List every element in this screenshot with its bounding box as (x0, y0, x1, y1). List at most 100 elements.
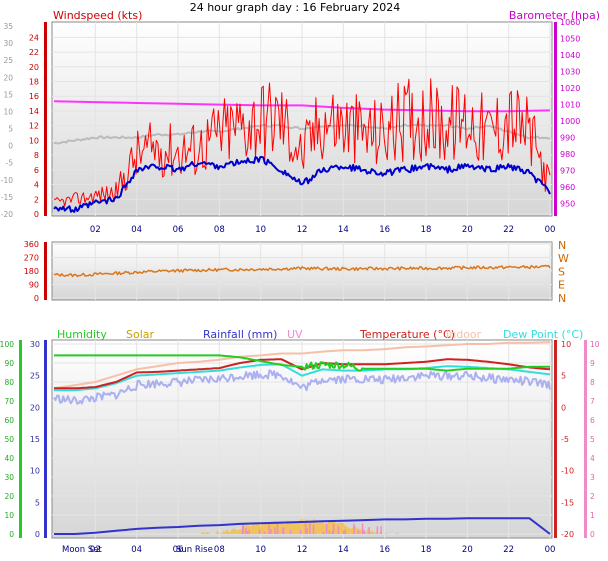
wind-axis-tick: 24 (29, 33, 39, 42)
baro-axis-tick: 970 (560, 167, 575, 176)
humidity-axis-tick: 30 (4, 473, 14, 482)
humidity-axis-tick: 100 (0, 340, 14, 349)
wind-axis-tick: 4 (34, 181, 39, 190)
legend-entry: Solar (126, 328, 155, 341)
baro-axis-tick: 1010 (560, 101, 580, 110)
humidity-axis-tick: 60 (4, 416, 14, 425)
humidity-axis-tick: 10 (4, 511, 14, 520)
dir-axis-tick: 0 (34, 294, 39, 303)
baro-axis-tick: 1000 (560, 117, 580, 126)
wind-axis-bar (44, 22, 47, 216)
legend-entry: UV (287, 328, 303, 341)
humidity-axis-tick: 40 (4, 454, 14, 463)
humidity-axis-tick: 50 (4, 435, 14, 444)
wind-axis-tick: 14 (29, 107, 39, 116)
compass-label: N (558, 239, 566, 252)
temp-axis-tick: 10 (561, 340, 571, 349)
grey-axis-tick: 5 (8, 125, 13, 134)
grey-axis-tick: -10 (1, 176, 13, 185)
wind-axis-tick: 18 (29, 78, 39, 87)
grey-axis-tick: -5 (6, 159, 14, 168)
compass-label: S (558, 265, 565, 278)
temp-axis-tick: -10 (561, 467, 574, 476)
weather-x-tick: 18 (421, 545, 432, 555)
weather-x-tick: 20 (462, 545, 473, 555)
temp-axis-tick: -15 (561, 498, 574, 507)
baro-axis-tick: 1060 (560, 18, 580, 27)
weather-x-tick: 04 (131, 545, 142, 555)
compass-label: W (558, 252, 569, 265)
baro-axis-tick: 980 (560, 150, 575, 159)
temp-axis-tick: 5 (561, 372, 566, 381)
solar-area (54, 518, 550, 534)
weather-x-tick: 00 (545, 545, 556, 555)
rain-axis-tick: 10 (30, 467, 40, 476)
baro-axis-tick: 1040 (560, 51, 580, 60)
weather-x-tick: 16 (379, 545, 390, 555)
uv-axis-tick: 5 (590, 435, 595, 444)
wind-axis-tick: 2 (34, 195, 39, 204)
uv-axis-tick: 3 (590, 473, 595, 482)
baro-axis-bar (554, 22, 557, 216)
indoor-line (53, 341, 551, 390)
wind-x-tick: 04 (131, 225, 142, 235)
wind-x-tick: 16 (379, 225, 390, 235)
grey-axis-tick: -20 (1, 210, 13, 219)
dir-axis-bar (44, 242, 47, 300)
uv-axis-tick: 6 (590, 416, 595, 425)
wind-axis-tick: 12 (29, 122, 39, 131)
dir-axis-tick: 270 (24, 254, 39, 263)
temp-axis-tick: 0 (561, 403, 566, 412)
wind-x-tick: 12 (297, 225, 308, 235)
uv-axis-tick: 0 (590, 530, 595, 539)
wind-axis-tick: 22 (29, 48, 39, 57)
grey-axis-tick: 35 (3, 22, 13, 31)
uv-axis-tick: 9 (590, 359, 595, 368)
baro-axis-tick: 950 (560, 200, 575, 209)
legend-entry: Rainfall (mm) (203, 328, 277, 341)
rain-axis-tick: 5 (35, 498, 40, 507)
weather-x-tick: 06 (173, 545, 184, 555)
wind-axis-tick: 10 (29, 136, 39, 145)
wind-x-tick: 20 (462, 225, 473, 235)
weather-x-tick: 14 (338, 545, 349, 555)
humidity-axis-tick: 90 (4, 359, 14, 368)
rain-axis-tick: 30 (30, 340, 40, 349)
baro-axis-tick: 990 (560, 134, 575, 143)
grey-line (53, 123, 551, 145)
wind-x-tick: 08 (214, 225, 225, 235)
compass-label: E (558, 279, 565, 292)
grey-axis-tick: 20 (3, 73, 13, 82)
grey-axis-tick: -15 (1, 193, 13, 202)
temp-axis-tick: -20 (561, 530, 574, 539)
weather-x-tick: 10 (255, 545, 266, 555)
humidity-axis-tick: 0 (9, 530, 14, 539)
wind-axis-tick: 8 (34, 151, 39, 160)
wind-axis-title: Windspeed (kts) (53, 9, 142, 22)
wind-axis-tick: 20 (29, 63, 39, 72)
wind-x-tick: 14 (338, 225, 349, 235)
temp-axis-tick: -5 (561, 435, 569, 444)
weather-x-tick: 22 (503, 545, 514, 555)
dir-axis-tick: 90 (29, 281, 39, 290)
dir-axis-tick: 180 (24, 267, 39, 276)
rainfall-line (54, 517, 551, 535)
uv-axis-tick: 7 (590, 397, 595, 406)
baro-axis-tick: 1020 (560, 84, 580, 93)
wind-x-tick: 00 (545, 225, 556, 235)
chart-title: 24 hour graph day : 16 February 2024 (190, 1, 401, 14)
uv-axis-tick: 2 (590, 492, 595, 501)
weather-x-tick: 02 (90, 545, 101, 555)
baro-axis-tick: 1030 (560, 68, 580, 77)
temperature-line (54, 358, 551, 390)
legend-entry: Humidity (57, 328, 107, 341)
temp-axis-bar (554, 340, 557, 538)
legend-entry: Indoor (446, 328, 482, 341)
compass-label: N (558, 292, 566, 305)
legend-entry: Temperature (°C) (359, 328, 455, 341)
moon-set-annotation: Moon Set (62, 545, 102, 555)
grey-axis-tick: 15 (3, 90, 13, 99)
barometer-line (53, 100, 551, 113)
sun-rise-annotation: Sun Rise (176, 545, 213, 555)
weather-x-tick: 08 (214, 545, 225, 555)
